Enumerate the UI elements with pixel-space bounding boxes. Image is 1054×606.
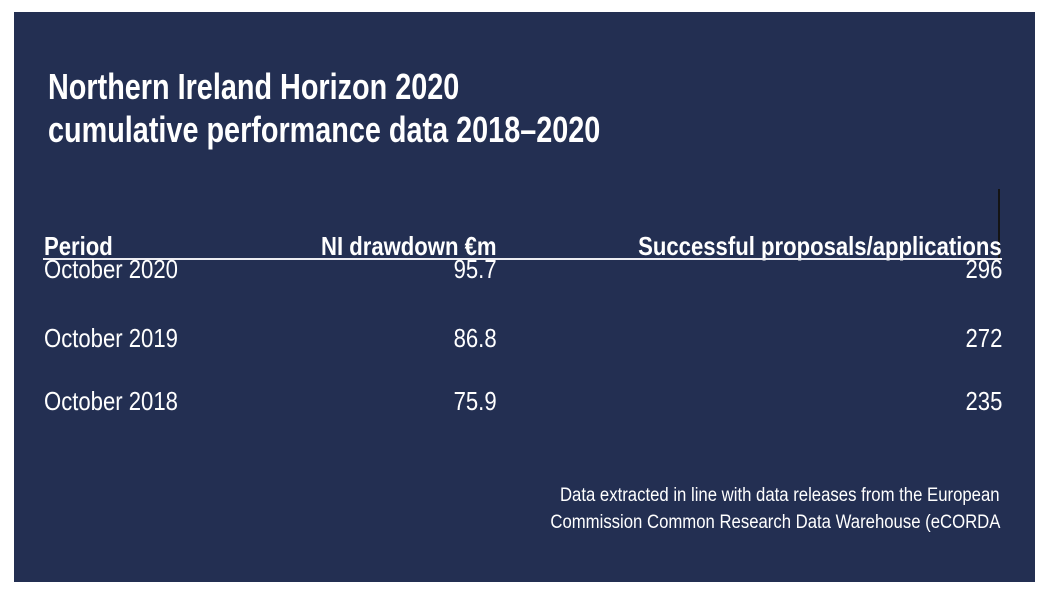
row-drawdown-value: 86.8: [453, 323, 497, 353]
row-successful-value: 235: [965, 386, 1002, 416]
page-title: Northern Ireland Horizon 2020 cumulative…: [48, 65, 738, 151]
row-drawdown-value: 75.9: [453, 386, 497, 416]
table-row: October 2019 86.8 272: [44, 323, 1002, 353]
row-successful-value: 296: [965, 254, 1002, 284]
slide-panel: Northern Ireland Horizon 2020 cumulative…: [14, 12, 1035, 582]
row-period: October 2020: [44, 254, 178, 284]
header-underline: [43, 258, 1002, 260]
footnote-line2: Commission Common Research Data Warehous…: [549, 512, 1000, 533]
table-row: October 2018 75.9 235: [44, 386, 1002, 416]
column-header-successful: Successful proposals/applications: [638, 231, 1002, 261]
footnote-line1: Data extracted in line with data release…: [560, 485, 1000, 506]
caret-line: [998, 189, 1000, 259]
table-header-row: Period NI drawdown €m Successful proposa…: [44, 231, 1002, 261]
row-period: October 2019: [44, 323, 178, 353]
row-drawdown-value: 95.7: [453, 254, 497, 284]
column-header-drawdown: NI drawdown €m: [321, 231, 497, 261]
data-source-footnote: Data extracted in line with data release…: [489, 482, 1000, 536]
page-title-line1: Northern Ireland Horizon 2020: [48, 66, 460, 107]
table-row: October 2020 95.7 296: [44, 254, 1002, 284]
column-header-period: Period: [44, 231, 113, 261]
row-period: October 2018: [44, 386, 178, 416]
page-title-line2: cumulative performance data 2018–2020: [48, 109, 601, 150]
row-successful-value: 272: [965, 323, 1002, 353]
